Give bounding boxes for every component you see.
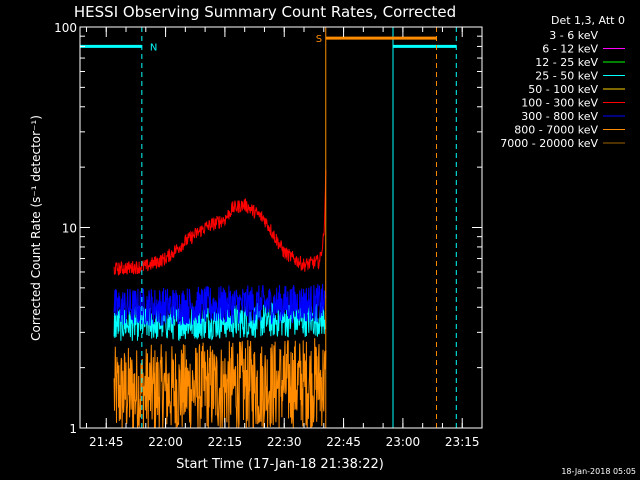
legend-label: 50 - 100 keV [528,83,598,96]
legend-header: Det 1,3, Att 0 [551,14,625,27]
series-line-800-7000kev [113,338,327,429]
y-tick-label: 10 [62,222,77,236]
timestamp: 18-Jan-2018 05:05 [561,467,636,476]
overlay-label-s: S [316,34,322,45]
series-layer [113,169,327,429]
series-line-100-300kev [113,169,327,276]
y-tick-label: 1 [69,422,77,436]
x-tick-label: 22:30 [267,435,302,449]
x-tick-label: 22:15 [208,435,243,449]
axes-layer: 1 10 100 21:45 22:00 22:15 22:30 22:45 23:00 23:1… [54,21,483,449]
legend-label: 3 - 6 keV [549,29,598,42]
legend-label: 100 - 300 keV [521,97,598,110]
x-tick-label: 23:00 [386,435,421,449]
legend-label: 25 - 50 keV [535,70,598,83]
x-tick-label: 22:00 [148,435,183,449]
x-axis-label: Start Time (17-Jan-18 21:38:22) [176,457,384,472]
overlay-label-n: N [150,42,157,53]
series-line-300-800kev [113,283,327,326]
legend-label: 7000 - 20000 keV [500,137,598,150]
y-tick-label: 100 [54,21,77,35]
x-tick-label: 22:45 [326,435,361,449]
x-tick-label: 21:45 [89,435,124,449]
legend-label: 6 - 12 keV [542,43,598,56]
x-tick-label: 23:15 [445,435,480,449]
y-axis-label: Corrected Count Rate (s⁻¹ detector⁻¹) [29,115,43,341]
overlay-layer: NS [80,27,457,428]
legend-label: 300 - 800 keV [521,110,598,123]
legend-label: 12 - 25 keV [535,56,598,69]
chart-title: HESSI Observing Summary Count Rates, Cor… [74,3,456,21]
legend-label: 800 - 7000 keV [514,124,598,137]
